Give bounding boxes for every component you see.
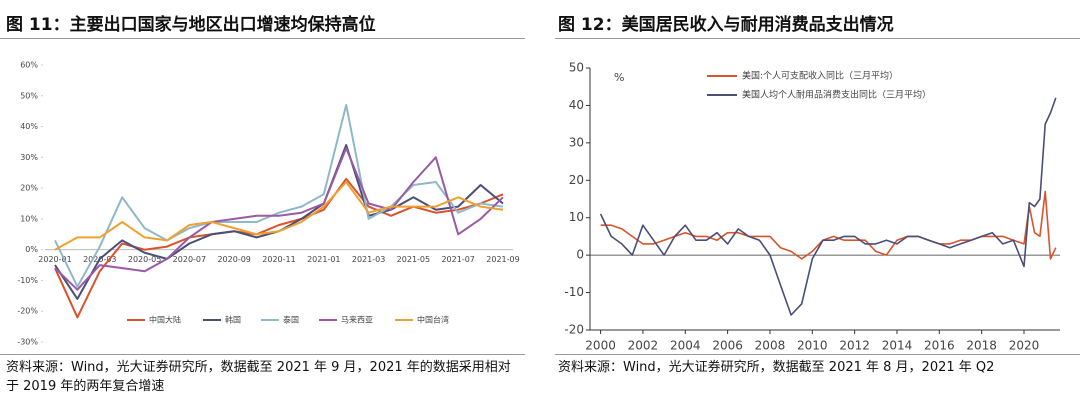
x-tick-label: 2006 (712, 339, 743, 353)
series-line (54, 104, 504, 288)
x-tick-label: 2000 (585, 339, 616, 353)
x-tick-label: 2010 (797, 339, 828, 353)
y-tick-label: 40% (20, 122, 38, 131)
y-tick-label: 60% (20, 61, 38, 70)
legend-label: 泰国 (283, 315, 299, 325)
chart-title: 图 12：美国居民收入与耐用消费品支出情况 (558, 15, 894, 35)
x-tick-label: 2008 (755, 339, 786, 353)
x-tick-label: 2004 (670, 339, 701, 353)
x-tick-label: 2020-01 (38, 255, 71, 264)
x-tick-label: 2020 (1009, 339, 1040, 353)
rule (0, 38, 525, 39)
series-line (54, 181, 504, 251)
x-tick-label: 2021-03 (352, 255, 385, 264)
rule (0, 354, 525, 355)
y-tick-label: -20 (564, 323, 584, 337)
x-tick-label: 2012 (839, 339, 870, 353)
legend-label: 美国人均个人耐用品消费支出同比（三月平均） (742, 89, 931, 101)
y-tick-label: 0 (576, 248, 584, 262)
series-line (600, 190, 1057, 260)
series-line (599, 97, 1057, 316)
y-tick-label: 30 (569, 135, 584, 149)
rule (555, 38, 1080, 39)
y-tick-label: 20 (569, 173, 584, 187)
x-tick-label: 2021-01 (307, 255, 340, 264)
x-tick-label: 2020-11 (262, 255, 295, 264)
y-tick-label: 20% (20, 184, 38, 193)
legend-label: 美国:个人可支配收入同比（三月平均） (742, 70, 898, 82)
source-note: 资料来源：Wind，光大证券研究所，数据截至 2021 年 8 月，2021 年… (558, 360, 995, 375)
x-tick-label: 2018 (966, 339, 997, 353)
x-tick-label: 2016 (924, 339, 955, 353)
y-tick-label: -20% (17, 307, 38, 316)
legend-label: 中国大陆 (149, 315, 181, 325)
y-tick-label: 50% (20, 91, 38, 100)
y-tick-label: -30% (17, 338, 38, 347)
x-tick-label: 2021-05 (397, 255, 430, 264)
x-tick-label: 2020-05 (128, 255, 161, 264)
legend-label: 韩国 (225, 315, 241, 325)
rule (555, 354, 1080, 355)
y-tick-label: 50 (569, 61, 584, 75)
x-tick-label: 2020-09 (217, 255, 250, 264)
y-tick-label: 10% (20, 214, 38, 223)
y-tick-label: -10 (564, 285, 584, 299)
x-tick-label: 2014 (882, 339, 913, 353)
y-tick-label: -10% (17, 276, 38, 285)
x-tick-label: 2021-09 (486, 255, 519, 264)
series-line (54, 147, 504, 291)
x-tick-label: 2021-07 (441, 255, 474, 264)
legend-label: 中国台湾 (417, 315, 449, 325)
y-tick-label: 40 (569, 98, 584, 112)
chart-title: 图 11：主要出口国家与地区出口增速均保持高位 (6, 15, 376, 35)
legend-label: 马来西亚 (341, 316, 373, 325)
source-note: 资料来源：Wind，光大证券研究所，数据截至 2021 年 9 月，2021 年… (6, 360, 511, 394)
x-tick-label: 2002 (628, 339, 659, 353)
y-tick-label: 30% (20, 153, 38, 162)
unit-label: % (614, 71, 624, 84)
y-tick-label: 0% (25, 245, 38, 254)
y-tick-label: 10 (569, 210, 584, 224)
x-tick-label: 2020-07 (173, 255, 206, 264)
